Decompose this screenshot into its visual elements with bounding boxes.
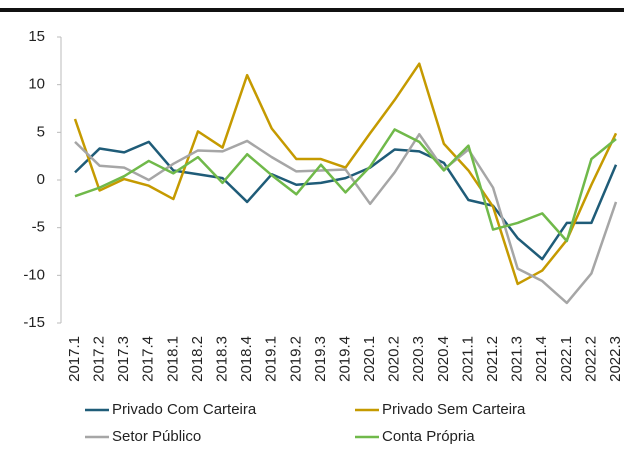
x-tick-label: 2019.4 <box>336 336 353 382</box>
x-tick-label: 2021.1 <box>459 336 476 382</box>
series-line <box>74 132 618 305</box>
x-tick-label: 2020.3 <box>410 336 427 382</box>
series-line <box>74 140 618 261</box>
legend-label: Setor Público <box>112 428 201 445</box>
x-tick-label: 2018.2 <box>189 336 206 382</box>
series-line <box>73 62 618 286</box>
y-tick-label: 10 <box>28 76 45 93</box>
x-tick-label: 2021.4 <box>533 336 550 382</box>
legend-label: Privado Com Carteira <box>112 401 257 418</box>
x-tick-label: 2022.2 <box>582 336 599 382</box>
y-tick-label: 5 <box>37 123 45 140</box>
x-tick-label: 2019.3 <box>312 336 329 382</box>
series-line <box>74 128 617 243</box>
x-tick-label: 2018.4 <box>238 336 255 382</box>
x-tick-label: 2020.2 <box>386 336 403 382</box>
x-tick-label: 2018.3 <box>214 336 231 382</box>
x-tick-label: 2017.2 <box>91 336 108 382</box>
x-tick-label: 2020.4 <box>435 336 452 382</box>
x-tick-label: 2019.1 <box>263 336 280 382</box>
x-tick-label: 2021.2 <box>484 336 501 382</box>
y-tick-label: -15 <box>23 314 45 331</box>
y-tick-label: -5 <box>32 219 45 236</box>
x-tick-label: 2017.4 <box>140 336 157 382</box>
x-tick-label: 2019.2 <box>287 336 304 382</box>
x-tick-label: 2021.3 <box>509 336 526 382</box>
x-tick-label: 2022.3 <box>607 336 624 382</box>
y-tick-label: -10 <box>23 266 45 283</box>
x-tick-label: 2017.3 <box>115 336 132 382</box>
legend-label: Privado Sem Carteira <box>382 401 526 418</box>
header-rule <box>0 8 624 12</box>
y-tick-label: 15 <box>28 28 45 45</box>
x-tick-label: 2018.1 <box>164 336 181 382</box>
legend-label: Conta Própria <box>382 428 475 445</box>
x-tick-label: 2022.1 <box>558 336 575 382</box>
x-tick-label: 2020.1 <box>361 336 378 382</box>
x-tick-label: 2017.1 <box>66 336 83 382</box>
y-tick-label: 0 <box>37 171 45 188</box>
